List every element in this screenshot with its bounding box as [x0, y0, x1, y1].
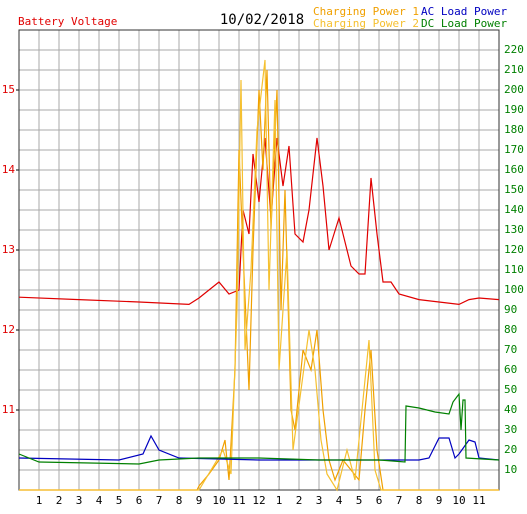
x-tick-label: 9	[196, 494, 203, 507]
y-tick-label: 14	[2, 163, 16, 176]
x-tick-label: 2	[296, 494, 303, 507]
y-tick-label: 15	[2, 83, 15, 96]
legend-entry: DC Load Power	[421, 17, 507, 30]
x-tick-label: 11	[232, 494, 245, 507]
series-line	[18, 392, 500, 465]
x-tick-label: 2	[56, 494, 63, 507]
series-line	[18, 137, 500, 306]
y2-tick-label: 180	[504, 123, 524, 136]
y2-tick-label: 10	[504, 463, 517, 476]
legend-entry: Charging Power 2	[313, 17, 419, 30]
x-tick-label: 1	[276, 494, 283, 507]
legend-entry: Charging Power 1	[313, 5, 419, 18]
x-tick-label: 12	[252, 494, 265, 507]
y2-tick-label: 190	[504, 103, 524, 116]
x-tick-label: 7	[156, 494, 163, 507]
y2-tick-label: 110	[504, 263, 524, 276]
series-line	[19, 59, 499, 492]
y2-tick-label: 100	[504, 283, 524, 296]
y2-tick-label: 140	[504, 203, 524, 216]
y2-tick-label: 150	[504, 183, 524, 196]
y-tick-label: 12	[2, 323, 15, 336]
legend-entry: AC Load Power	[421, 5, 507, 18]
y2-tick-label: 80	[504, 323, 517, 336]
plot-border	[18, 29, 500, 491]
x-tick-label: 4	[96, 494, 103, 507]
x-tick-label: 10	[212, 494, 225, 507]
x-tick-label: 8	[176, 494, 183, 507]
y2-tick-label: 30	[504, 423, 517, 436]
x-tick-label: 3	[76, 494, 83, 507]
y2-tick-label: 200	[504, 83, 524, 96]
y2-tick-label: 70	[504, 343, 517, 356]
y2-tick-label: 40	[504, 403, 517, 416]
y2-tick-label: 220	[504, 43, 524, 56]
y2-tick-label: 20	[504, 443, 517, 456]
y-tick-label: 11	[2, 403, 15, 416]
y2-tick-label: 160	[504, 163, 524, 176]
y2-tick-label: 170	[504, 143, 524, 156]
y-tick-label: 13	[2, 243, 15, 256]
y2-tick-label: 60	[504, 363, 517, 376]
x-tick-label: 10	[452, 494, 465, 507]
chart-title: 10/02/2018	[220, 12, 304, 28]
legend-entry: Battery Voltage	[18, 15, 117, 28]
y2-tick-label: 130	[504, 223, 524, 236]
x-tick-label: 3	[316, 494, 323, 507]
x-tick-label: 9	[436, 494, 443, 507]
x-tick-label: 11	[472, 494, 485, 507]
series-line	[18, 434, 500, 461]
y2-tick-label: 120	[504, 243, 524, 256]
x-tick-label: 5	[116, 494, 123, 507]
x-tick-label: 8	[416, 494, 423, 507]
y2-tick-label: 210	[504, 63, 524, 76]
y2-tick-label: 90	[504, 303, 517, 316]
x-tick-label: 1	[36, 494, 43, 507]
x-tick-label: 6	[136, 494, 143, 507]
x-tick-label: 5	[356, 494, 363, 507]
x-tick-label: 6	[376, 494, 383, 507]
y2-tick-label: 50	[504, 383, 517, 396]
x-tick-label: 4	[336, 494, 343, 507]
x-tick-label: 7	[396, 494, 403, 507]
